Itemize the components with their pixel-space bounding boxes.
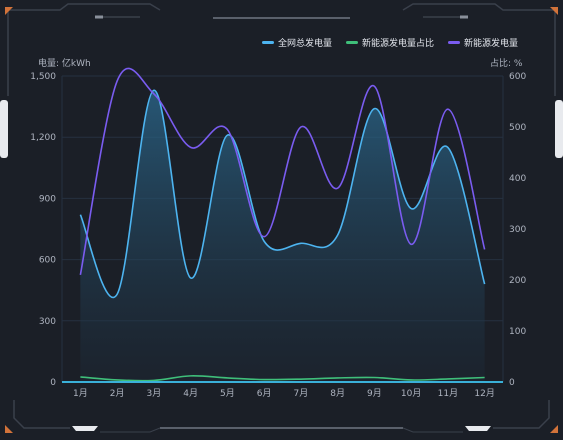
right-tick-label: 600 <box>509 72 526 82</box>
left-tick-label: 900 <box>39 194 56 204</box>
series-new-energy-ratio-point <box>336 377 338 379</box>
legend-item-new-energy-generation[interactable]: 新能源发电量 <box>448 36 518 49</box>
legend-label-total-generation: 全网总发电量 <box>278 39 333 49</box>
series-new-energy-generation-point <box>79 274 81 276</box>
series-new-energy-generation-line <box>79 67 486 276</box>
right-tick-label: 400 <box>509 174 526 184</box>
x-tick-label: 10月 <box>401 388 421 399</box>
legend-item-total-generation[interactable]: 全网总发电量 <box>262 36 332 49</box>
series-new-energy-generation-point <box>336 187 338 189</box>
x-tick-label: 12月 <box>474 388 494 399</box>
series-new-energy-generation-point <box>263 235 265 237</box>
series-total-generation-area <box>80 90 485 382</box>
x-tick-label: 3月 <box>147 388 162 399</box>
legend-label-new-energy-generation: 新能源发电量 <box>464 39 519 49</box>
left-tick-label: 1,500 <box>30 72 56 82</box>
series-new-energy-generation-point <box>410 243 412 245</box>
series-total-generation-point <box>447 146 449 148</box>
chart-legend: 全网总发电量 新能源发电量占比 新能源发电量 <box>262 36 518 49</box>
legend-item-new-energy-ratio[interactable]: 新能源发电量占比 <box>346 36 434 49</box>
right-tick-label: 0 <box>509 378 515 388</box>
series-total-generation-point <box>189 277 191 279</box>
x-tick-label: 4月 <box>183 388 198 399</box>
series-total-generation-point <box>410 207 412 209</box>
series-total-generation-point <box>263 240 265 242</box>
left-tick-label: 0 <box>50 378 56 388</box>
series-total-generation-point <box>483 283 485 285</box>
series-new-energy-generation-point <box>483 248 485 250</box>
series-new-energy-ratio-point <box>300 378 302 380</box>
series-total-generation-point <box>373 107 375 109</box>
series-total-generation-point <box>336 234 338 236</box>
legend-swatch-new-energy-generation <box>448 41 461 44</box>
series-new-energy-ratio-point <box>410 379 412 381</box>
x-tick-label: 2月 <box>110 388 125 399</box>
series-new-energy-ratio-point <box>189 375 191 377</box>
right-tick-label: 100 <box>509 327 526 337</box>
right-axis-title: 占比: % <box>490 59 523 69</box>
series-new-energy-ratio-point <box>79 376 81 378</box>
series-new-energy-generation-point <box>153 93 155 95</box>
series-total-generation-line <box>79 89 486 299</box>
legend-swatch-new-energy-ratio <box>346 41 359 44</box>
x-tick-label: 8月 <box>330 388 345 399</box>
left-tick-label: 300 <box>39 317 56 327</box>
x-tick-label: 6月 <box>257 388 272 399</box>
series-new-energy-ratio-point <box>483 376 485 378</box>
series-new-energy-generation-point <box>300 126 302 128</box>
series-new-energy-generation-point <box>373 85 375 87</box>
series-new-energy-ratio-point <box>263 378 265 380</box>
legend-label-new-energy-ratio: 新能源发电量占比 <box>362 39 435 49</box>
series-total-generation-point <box>153 89 155 91</box>
x-tick-label: 5月 <box>220 388 235 399</box>
series-total-generation-point <box>116 293 118 295</box>
left-tick-label: 1,200 <box>30 133 56 143</box>
x-tick-label: 7月 <box>294 388 309 399</box>
series-new-energy-ratio-point <box>226 377 228 379</box>
series-new-energy-generation-point <box>116 80 118 82</box>
legend-swatch-total-generation <box>262 41 274 44</box>
series-new-energy-generation-point <box>447 108 449 110</box>
series-total-generation-point <box>79 214 81 216</box>
series-new-energy-ratio-line <box>80 375 485 382</box>
series-new-energy-ratio-point <box>116 379 118 381</box>
series-new-energy-ratio-point <box>373 376 375 378</box>
series-new-energy-generation-point <box>226 128 228 130</box>
series-total-generation-point <box>226 134 228 136</box>
series-new-energy-generation-point <box>189 146 191 148</box>
series-new-energy-ratio-point <box>447 378 449 380</box>
right-tick-label: 500 <box>509 123 526 133</box>
left-tick-label: 600 <box>39 256 56 266</box>
right-tick-label: 200 <box>509 276 526 286</box>
x-tick-label: 1月 <box>73 388 88 399</box>
x-tick-label: 11月 <box>438 388 458 399</box>
x-tick-label: 9月 <box>367 388 382 399</box>
right-tick-label: 300 <box>509 225 526 235</box>
left-axis-title: 电量: 亿kWh <box>38 59 91 69</box>
series-total-generation-point <box>300 242 302 244</box>
